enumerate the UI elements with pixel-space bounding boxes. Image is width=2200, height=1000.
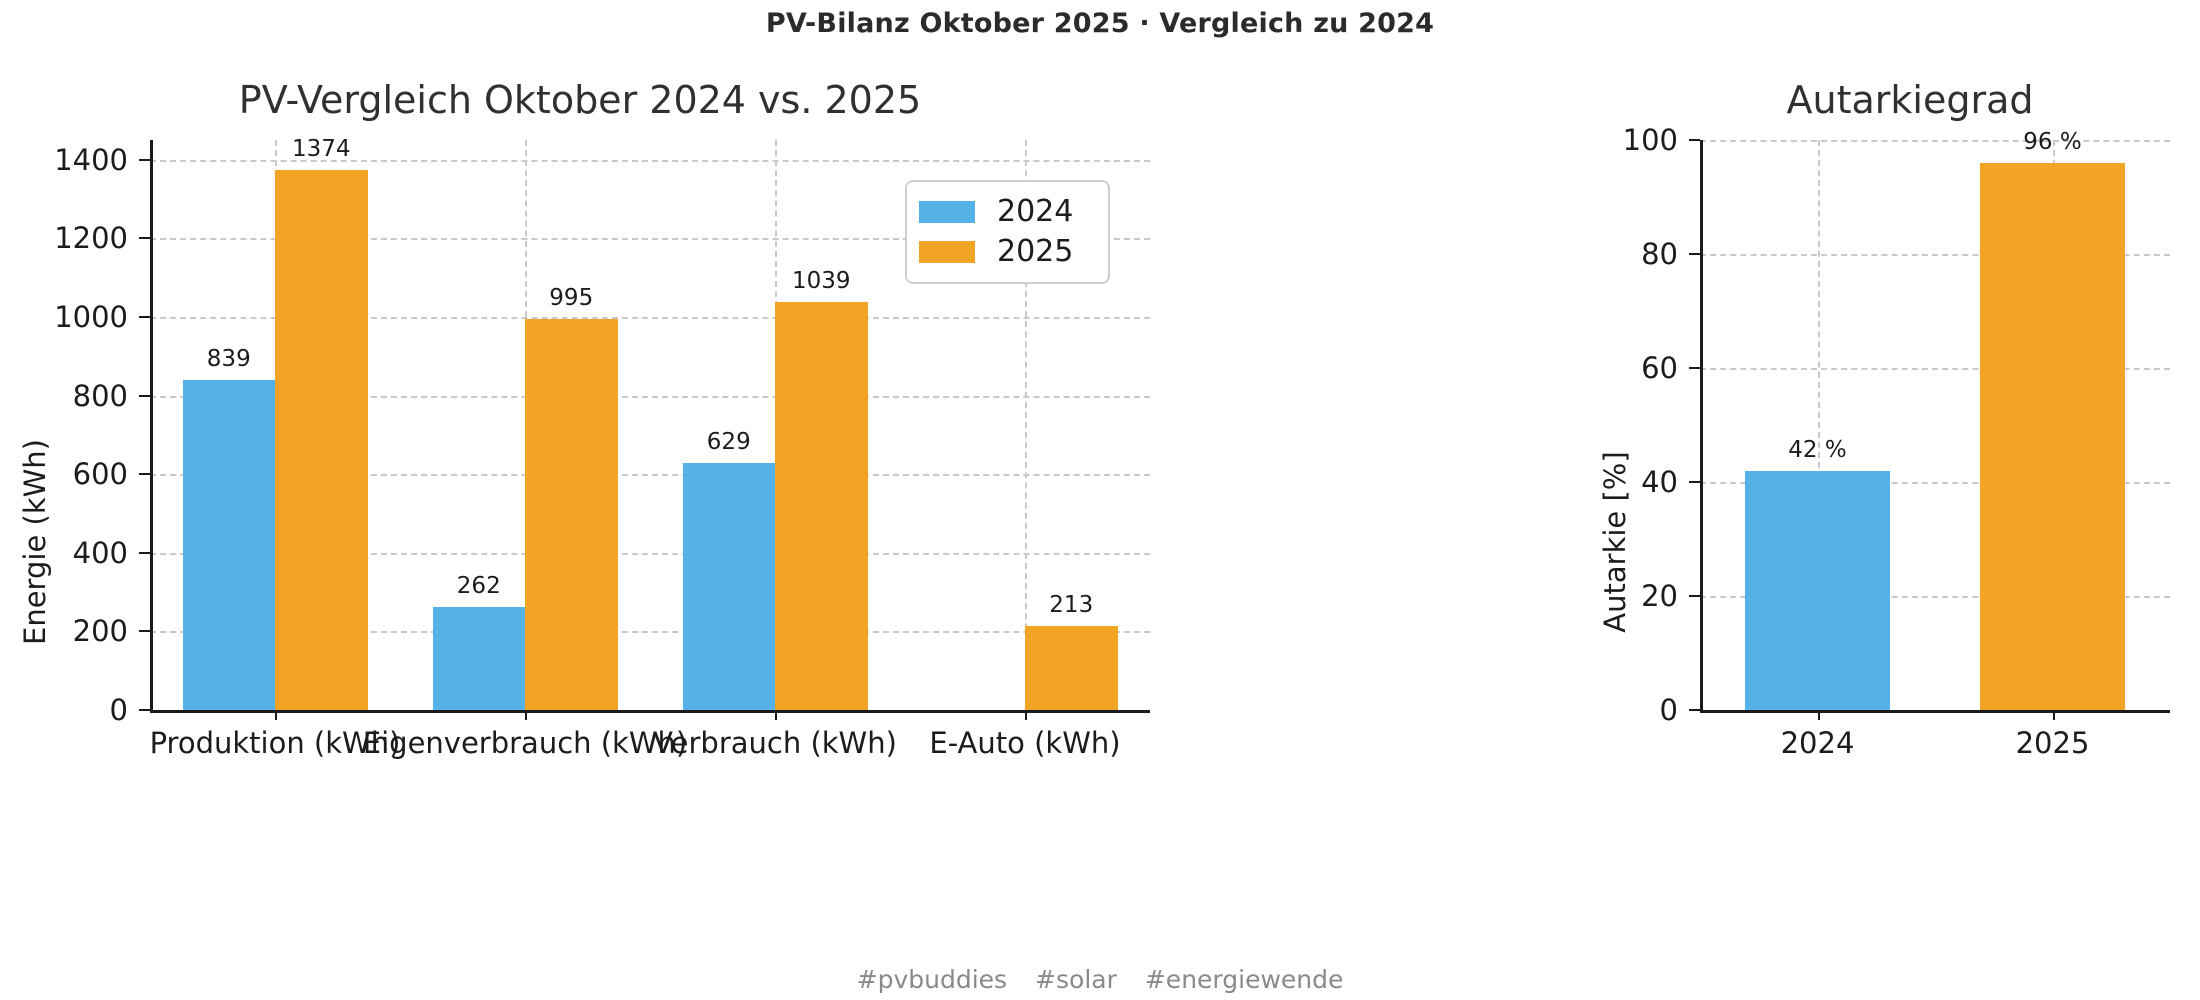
bar-2024[interactable]: [1744, 470, 1891, 710]
legend-swatch-2024: [919, 201, 975, 223]
y-tick-mark: [139, 315, 150, 318]
legend-item-2024[interactable]: 2024: [919, 192, 1092, 232]
legend-label-2025: 2025: [997, 234, 1074, 269]
bar-value-label: 213: [1049, 592, 1094, 619]
x-tick-label: Eigenverbrauch (kWh): [362, 726, 688, 760]
gridline-h: [150, 159, 1150, 162]
plot-area-autarkiegrad: 42 % 96 %: [1689, 129, 2170, 720]
y-tick-label: 600: [72, 457, 128, 492]
x-axis-spine-right: [1700, 710, 2170, 713]
x-tick-label: Verbrauch (kWh): [653, 726, 897, 760]
y-tick-label: 60: [1641, 351, 1678, 385]
legend-label-2024: 2024: [997, 194, 1074, 229]
y-tick-mark: [139, 551, 150, 554]
footer-hashtags: #pvbuddies #solar #energiewende: [0, 965, 2200, 994]
gridline-h: [150, 395, 1150, 398]
bar-2025[interactable]: [1979, 162, 2126, 710]
hashtag: #solar: [1035, 965, 1117, 994]
hashtag: #energiewende: [1144, 965, 1344, 994]
legend[interactable]: 2024 2025: [905, 180, 1110, 284]
legend-swatch-2025: [919, 241, 975, 263]
y-tick-mark: [139, 394, 150, 397]
chart-title-autarkiegrad: Autarkiegrad: [1786, 78, 2034, 122]
chart-autarkiegrad: Autarkiegrad Autarkie [%] 42 % 96 % 0 20 40…: [1560, 60, 2200, 960]
bar-2025-0[interactable]: [275, 169, 368, 710]
y-tick-label: 1200: [54, 221, 128, 256]
x-tick-label: E-Auto (kWh): [929, 726, 1121, 760]
gridline-h: [150, 631, 1150, 634]
y-tick-mark: [1689, 139, 1700, 141]
bar-2024-0[interactable]: [182, 380, 275, 710]
y-tick-label: 1000: [54, 299, 128, 334]
y-tick-label: 40: [1641, 465, 1678, 499]
x-tick-mark: [1025, 710, 1027, 720]
x-tick-label: 2024: [1780, 726, 1855, 760]
gridline-h: [1700, 368, 2170, 370]
x-tick-mark: [775, 710, 777, 720]
hashtag: #pvbuddies: [856, 965, 1008, 994]
bar-2025-2[interactable]: [775, 301, 868, 710]
y-tick-label: 400: [72, 535, 128, 570]
gridline-h: [1700, 482, 2170, 484]
gridline-h: [1700, 254, 2170, 256]
bar-value-label: 995: [549, 284, 594, 311]
bar-2024-2[interactable]: [682, 462, 775, 710]
x-tick-mark: [525, 710, 527, 720]
bar-2025-1[interactable]: [525, 318, 618, 710]
y-tick-label: 800: [72, 378, 128, 413]
y-tick-label: 200: [72, 614, 128, 649]
y-axis-spine-right: [1700, 140, 1703, 710]
gridline-h: [150, 238, 1150, 241]
y-tick-label: 1400: [54, 142, 128, 177]
x-axis-spine-left: [150, 710, 1150, 713]
y-tick-mark: [139, 630, 150, 633]
bar-2024-1[interactable]: [432, 607, 525, 710]
legend-item-2025[interactable]: 2025: [919, 232, 1092, 272]
y-tick-label: 100: [1622, 123, 1678, 157]
gridline-h: [150, 316, 1150, 319]
y-tick-mark: [1689, 709, 1700, 711]
gridline-h: [150, 474, 1150, 477]
y-tick-mark: [1689, 481, 1700, 483]
y-tick-mark: [139, 473, 150, 476]
bar-value-label: 96 %: [2023, 128, 2082, 155]
x-tick-label: Produktion (kWh): [149, 726, 401, 760]
y-tick-mark: [139, 237, 150, 240]
bar-value-label: 1374: [291, 135, 351, 162]
bar-2025-3[interactable]: [1025, 626, 1118, 710]
gridline-v: [1025, 140, 1027, 710]
y-tick-mark: [139, 709, 150, 711]
bar-value-label: 839: [206, 346, 251, 373]
y-axis-spine-left: [150, 140, 153, 710]
figure-suptitle: PV-Bilanz Oktober 2025 · Vergleich zu 20…: [765, 8, 1435, 39]
y-axis-label-right: Autarkie [%]: [1598, 451, 1632, 633]
y-tick-mark: [1689, 253, 1700, 255]
gridline-h: [1700, 596, 2170, 598]
bar-value-label: 1039: [791, 267, 851, 294]
x-tick-label: 2025: [2015, 726, 2090, 760]
y-tick-label: 0: [109, 693, 128, 727]
y-tick-label: 80: [1641, 237, 1678, 271]
bar-value-label: 262: [456, 573, 501, 599]
y-tick-mark: [139, 158, 150, 161]
y-tick-label: 20: [1641, 579, 1678, 613]
x-tick-mark: [1817, 710, 1820, 720]
chart-title-pv-vergleich: PV-Vergleich Oktober 2024 vs. 2025: [238, 78, 922, 122]
x-tick-mark: [275, 710, 277, 720]
gridline-v: [1817, 140, 1820, 710]
y-tick-mark: [1689, 367, 1700, 369]
gridline-h: [1700, 140, 2170, 142]
y-tick-label: 0: [1659, 693, 1678, 727]
x-tick-mark: [2052, 710, 2055, 720]
bar-value-label: 42 %: [1788, 436, 1847, 463]
gridline-h: [150, 552, 1150, 555]
y-axis-label-left: Energie (kWh): [18, 439, 52, 645]
bar-value-label: 629: [706, 428, 751, 455]
chart-pv-vergleich: PV-Vergleich Oktober 2024 vs. 2025 Energ…: [0, 60, 1560, 960]
y-tick-mark: [1689, 595, 1700, 597]
